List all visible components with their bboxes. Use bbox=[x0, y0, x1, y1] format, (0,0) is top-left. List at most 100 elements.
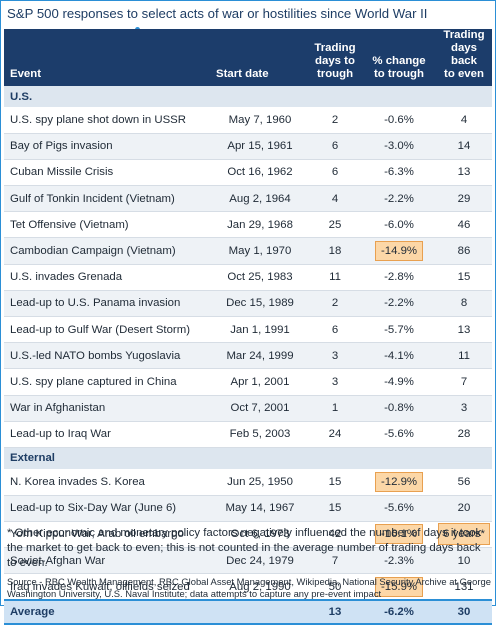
start-date-cell: Oct 16, 1962 bbox=[212, 159, 308, 187]
header-days-to-trough: Trading days to trough bbox=[308, 29, 362, 86]
days-back-cell: 56 bbox=[436, 468, 492, 496]
table-row: U.S. invades Grenada Oct 25, 1983 11 -2.8% 1… bbox=[4, 264, 492, 291]
pct-change-cell: -15.9% bbox=[362, 573, 436, 601]
header-back-line1: Trading bbox=[443, 29, 485, 41]
days-to-trough-cell: 6 bbox=[308, 316, 362, 344]
pct-change-cell: -0.6% bbox=[362, 107, 436, 134]
days-back-cell: 29 bbox=[436, 185, 492, 213]
header-back-line2: days back bbox=[451, 42, 477, 67]
start-date-cell: May 1, 1970 bbox=[212, 237, 308, 265]
section-us-label: U.S. bbox=[4, 86, 492, 107]
event-cell: N. Korea invades S. Korea bbox=[4, 468, 212, 496]
pct-change-cell: -5.7% bbox=[362, 316, 436, 344]
header-pct-line1: % change bbox=[372, 55, 426, 67]
start-date-cell: May 14, 1967 bbox=[212, 495, 308, 522]
days-back-cell: 46 bbox=[436, 211, 492, 239]
event-cell: Lead-up to Six-Day War (June 6) bbox=[4, 495, 212, 522]
average-empty bbox=[212, 598, 308, 625]
average-days: 13 bbox=[308, 598, 362, 625]
table-row: U.S. spy plane captured in China Apr 1, 2… bbox=[4, 368, 492, 396]
pct-change-cell: -16.1% bbox=[362, 521, 436, 549]
pct-change-cell: -14.9% bbox=[362, 237, 436, 265]
footnote: * Other economic and monetary policy fac… bbox=[7, 527, 482, 569]
pct-change-cell-highlight: -14.9% bbox=[374, 241, 424, 262]
start-date-cell: Jun 25, 1950 bbox=[212, 468, 308, 496]
pct-change-cell: -2.2% bbox=[362, 290, 436, 318]
pct-change-cell: -4.9% bbox=[362, 368, 436, 396]
event-cell: Tet Offensive (Vietnam) bbox=[4, 211, 212, 239]
days-to-trough-cell: 4 bbox=[308, 185, 362, 213]
days-back-cell: 10 bbox=[436, 547, 492, 575]
source-note: Source - RBC Wealth Management, RBC Glob… bbox=[7, 576, 491, 599]
average-label: Average bbox=[4, 598, 212, 625]
start-date-cell: Aug 2, 1964 bbox=[212, 185, 308, 213]
event-cell: U.S. spy plane captured in China bbox=[4, 368, 212, 396]
event-cell: Bay of Pigs invasion bbox=[4, 133, 212, 160]
event-cell: Iraq invades Kuwait, oilfields seized bbox=[4, 573, 212, 601]
days-back-cell-highlight: 6 years* bbox=[438, 523, 490, 546]
header-pct-change: % change to trough bbox=[362, 29, 436, 86]
pct-change-cell: -6.0% bbox=[362, 211, 436, 239]
event-cell: Gulf of Tonkin Incident (Vietnam) bbox=[4, 185, 212, 213]
header-days-line3: trough bbox=[316, 68, 354, 80]
start-date-cell: Oct 6, 1973 bbox=[212, 521, 308, 549]
days-back-cell: 7 bbox=[436, 368, 492, 396]
event-cell: Yom Kippur War, Arab oil embargo bbox=[4, 521, 212, 549]
days-to-trough-cell: 6 bbox=[308, 133, 362, 160]
days-to-trough-cell: 7 bbox=[308, 547, 362, 575]
event-cell: Cuban Missile Crisis bbox=[4, 159, 212, 187]
pct-change-cell-highlight: -12.9% bbox=[374, 471, 424, 492]
days-back-cell: 4 bbox=[436, 107, 492, 134]
start-date-cell: Oct 7, 2001 bbox=[212, 395, 308, 422]
days-back-cell: 15 bbox=[436, 264, 492, 291]
pct-change-cell: -5.6% bbox=[362, 421, 436, 448]
event-cell: War in Afghanistan bbox=[4, 395, 212, 422]
table-row: Cuban Missile Crisis Oct 16, 1962 6 -6.3% 13 bbox=[4, 159, 492, 187]
days-to-trough-cell: 15 bbox=[308, 495, 362, 522]
average-back: 30 bbox=[436, 598, 492, 625]
days-to-trough-cell: 3 bbox=[308, 368, 362, 396]
table-row: Lead-up to Gulf War (Desert Storm) Jan 1,… bbox=[4, 316, 492, 344]
days-back-cell: 14 bbox=[436, 133, 492, 160]
pct-change-cell: -12.9% bbox=[362, 468, 436, 496]
days-back-cell: 13 bbox=[436, 159, 492, 187]
header-pct-line2: to trough bbox=[374, 68, 424, 80]
days-back-cell: 3 bbox=[436, 395, 492, 422]
table-row: Soviet-Afghan War Dec 24, 1979 7 -2.3% 10 bbox=[4, 547, 492, 575]
pct-change-cell: -0.8% bbox=[362, 395, 436, 422]
table-row: Bay of Pigs invasion Apr 15, 1961 6 -3.0% 14 bbox=[4, 133, 492, 160]
pct-change-cell: -6.3% bbox=[362, 159, 436, 187]
event-cell: Lead-up to Iraq War bbox=[4, 421, 212, 448]
days-to-trough-cell: 6 bbox=[308, 159, 362, 187]
days-back-cell: 28 bbox=[436, 421, 492, 448]
start-date-cell: Apr 1, 2001 bbox=[212, 368, 308, 396]
decorative-dot bbox=[135, 27, 140, 32]
table-row: Tet Offensive (Vietnam) Jan 29, 1968 25 -6.… bbox=[4, 211, 492, 239]
days-to-trough-cell: 11 bbox=[308, 264, 362, 291]
table-row: Iraq invades Kuwait, oilfields seized Aug… bbox=[4, 573, 492, 601]
start-date-cell: Dec 15, 1989 bbox=[212, 290, 308, 318]
section-us: U.S. bbox=[4, 86, 492, 107]
pct-change-cell: -2.8% bbox=[362, 264, 436, 291]
table-row: War in Afghanistan Oct 7, 2001 1 -0.8% 3 bbox=[4, 395, 492, 422]
header-days-back-to-even: Trading days back to even bbox=[436, 29, 492, 86]
table-row: Cambodian Campaign (Vietnam) May 1, 1970 1… bbox=[4, 237, 492, 265]
pct-change-cell: -2.2% bbox=[362, 185, 436, 213]
section-external-label: External bbox=[4, 447, 492, 469]
table-row: Gulf of Tonkin Incident (Vietnam) Aug 2, … bbox=[4, 185, 492, 213]
days-to-trough-cell: 1 bbox=[308, 395, 362, 422]
days-back-cell: 86 bbox=[436, 237, 492, 265]
days-back-cell: 13 bbox=[436, 316, 492, 344]
pct-change-cell: -4.1% bbox=[362, 342, 436, 370]
event-cell: Soviet-Afghan War bbox=[4, 547, 212, 575]
header-start-date: Start date bbox=[216, 68, 269, 80]
section-external: External bbox=[4, 447, 492, 469]
start-date-cell: Jan 1, 1991 bbox=[212, 316, 308, 344]
days-back-cell: 131 bbox=[436, 573, 492, 601]
days-back-cell: 6 years* bbox=[436, 521, 492, 549]
event-cell: Lead-up to U.S. Panama invasion bbox=[4, 290, 212, 318]
days-back-cell: 8 bbox=[436, 290, 492, 318]
event-cell: Cambodian Campaign (Vietnam) bbox=[4, 237, 212, 265]
days-to-trough-cell: 3 bbox=[308, 342, 362, 370]
